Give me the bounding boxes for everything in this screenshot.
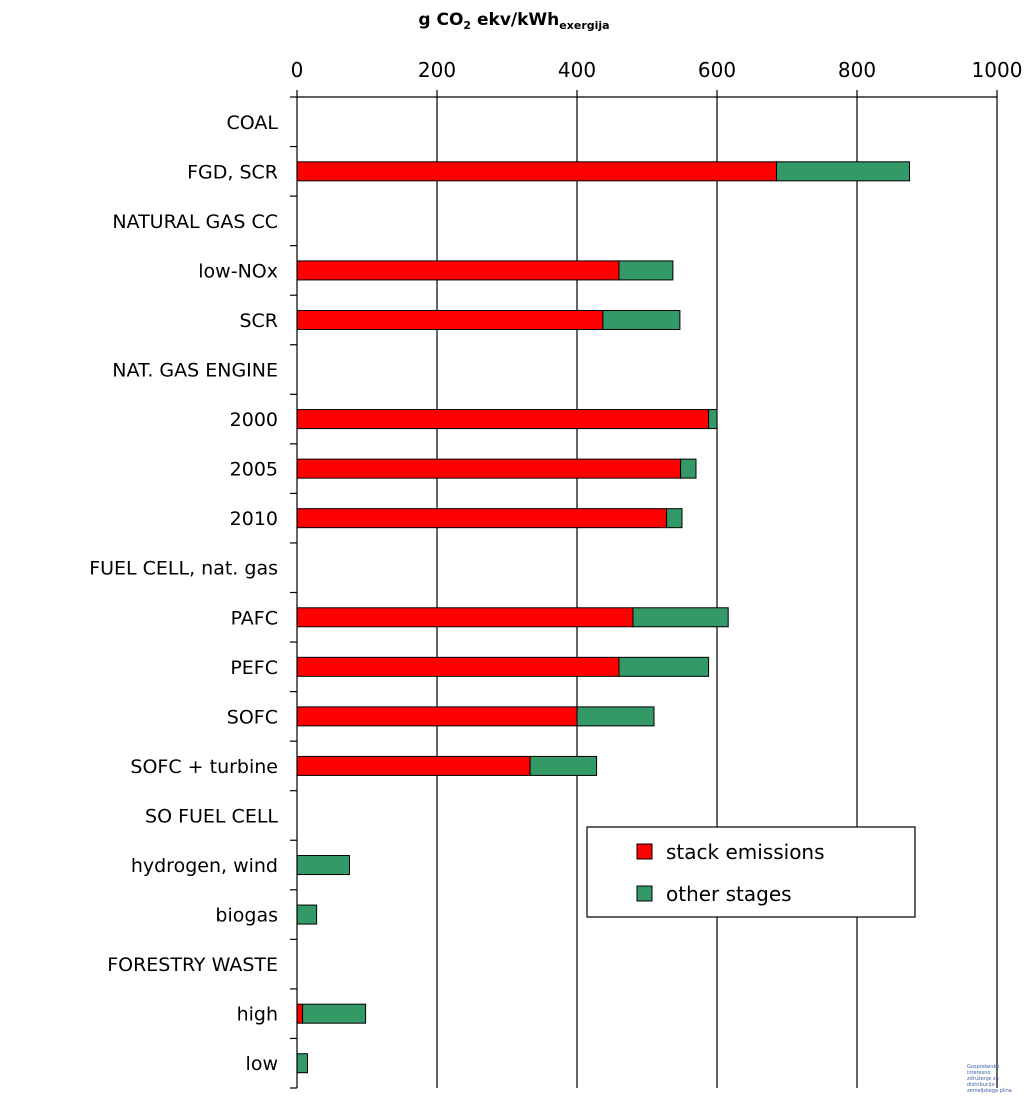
category-label: PEFC [230,657,278,679]
watermark: Gospodarsko interesno združenje za distr… [967,1064,1029,1094]
bars [296,161,910,1074]
x-tick-label: 1000 [972,58,1023,82]
x-tick-label: 600 [698,58,736,82]
x-tick-label: 800 [838,58,876,82]
bar-other-stages [618,260,674,281]
category-label: SO FUEL CELL [145,805,278,827]
category-label: SOFC [227,706,278,728]
category-label: 2010 [230,508,278,530]
bar-stack-emissions [296,458,682,479]
bar-stack-emissions [296,755,531,776]
category-label: SCR [239,310,278,332]
bar-other-stages [296,855,350,876]
bar-stack-emissions [296,508,668,529]
bar-stack-emissions [296,1003,304,1024]
legend-swatch-other-stages [636,885,653,902]
category-label: NAT. GAS ENGINE [112,360,278,382]
bar-other-stages [708,409,718,430]
category-label: high [237,1004,278,1026]
bar-other-stages [666,508,683,529]
x-tick-label: 400 [558,58,596,82]
watermark-line: zemeljskega plina [967,1088,1012,1094]
category-label: NATURAL GAS CC [112,211,278,233]
bar-stack-emissions [296,409,710,430]
category-label: biogas [215,905,278,927]
category-label: low [246,1053,278,1075]
bar-stack-emissions [296,607,634,628]
watermark-line: interesno [967,1070,991,1076]
watermark-line: distribucijo [967,1082,995,1088]
category-label: 2000 [230,409,278,431]
watermark-line: Gospodarsko [967,1064,1000,1070]
bar-stack-emissions [296,161,777,182]
bar-stack-emissions [296,706,578,727]
axes [290,90,998,1089]
bar-stack-emissions [296,260,620,281]
x-tick-label: 0 [291,58,304,82]
bar-other-stages [296,904,318,925]
chart-title: g CO2 ekv/kWhexergija [418,10,609,32]
bar-stack-emissions [296,309,604,330]
category-label: SOFC + turbine [130,756,278,778]
legend-label-stack-emissions: stack emissions [666,840,825,864]
gridlines [436,97,998,1088]
x-tick-labels: 0 200 400 600 800 1000 [291,58,1023,82]
bar-other-stages [602,309,681,330]
bar-stack-emissions [296,656,620,677]
bar-other-stages [680,458,697,479]
bar-other-stages [618,656,710,677]
category-label: FORESTRY WASTE [107,954,278,976]
category-label: low-NOx [198,260,278,282]
category-label: COAL [227,112,279,134]
watermark-line: združenje za [967,1076,999,1082]
legend-swatch-stack-emissions [636,843,653,860]
bar-other-stages [632,607,729,628]
bar-other-stages [302,1003,367,1024]
bar-other-stages [776,161,910,182]
category-labels: COAL FGD, SCR NATURAL GAS CC low-NOx SCR NAT.… [89,112,278,1075]
category-label: 2005 [230,459,278,481]
category-label: PAFC [231,607,278,629]
bar-other-stages [296,1053,308,1074]
category-label: FUEL CELL, nat. gas [89,558,278,580]
x-tick-label: 200 [418,58,456,82]
bar-other-stages [576,706,655,727]
category-label: hydrogen, wind [131,855,278,877]
legend-label-other-stages: other stages [666,882,792,906]
legend: stack emissions other stages [586,826,916,918]
category-label: FGD, SCR [187,161,278,183]
bar-other-stages [529,755,598,776]
legend-box [586,826,916,918]
